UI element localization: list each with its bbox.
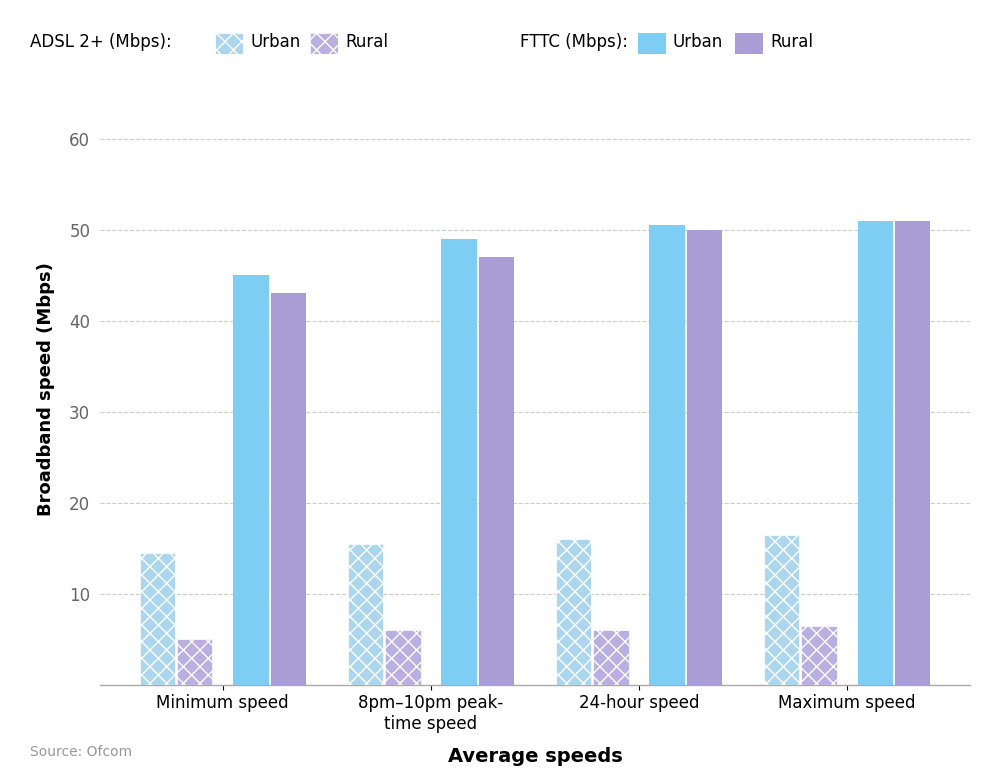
Text: Urban: Urban xyxy=(673,33,723,51)
Text: Urban: Urban xyxy=(250,33,300,51)
Bar xyxy=(801,626,837,685)
Text: Source: Ofcom: Source: Ofcom xyxy=(30,745,132,759)
Bar xyxy=(556,539,591,685)
Bar xyxy=(687,230,722,685)
Bar xyxy=(858,221,893,685)
Bar xyxy=(348,544,383,685)
Bar xyxy=(895,221,930,685)
Bar xyxy=(233,275,269,685)
Bar xyxy=(177,640,212,685)
Bar xyxy=(385,630,421,685)
Bar xyxy=(649,226,685,685)
Bar xyxy=(764,534,799,685)
Y-axis label: Broadband speed (Mbps): Broadband speed (Mbps) xyxy=(37,262,55,516)
Bar xyxy=(140,552,175,685)
Bar xyxy=(271,293,306,685)
Text: Rural: Rural xyxy=(770,33,813,51)
X-axis label: Average speeds: Average speeds xyxy=(448,747,622,766)
Bar xyxy=(593,630,629,685)
Text: ADSL 2+ (Mbps):: ADSL 2+ (Mbps): xyxy=(30,33,172,51)
Bar xyxy=(441,239,477,685)
Text: Rural: Rural xyxy=(345,33,388,51)
Text: FTTC (Mbps):: FTTC (Mbps): xyxy=(520,33,628,51)
Bar xyxy=(479,257,514,685)
